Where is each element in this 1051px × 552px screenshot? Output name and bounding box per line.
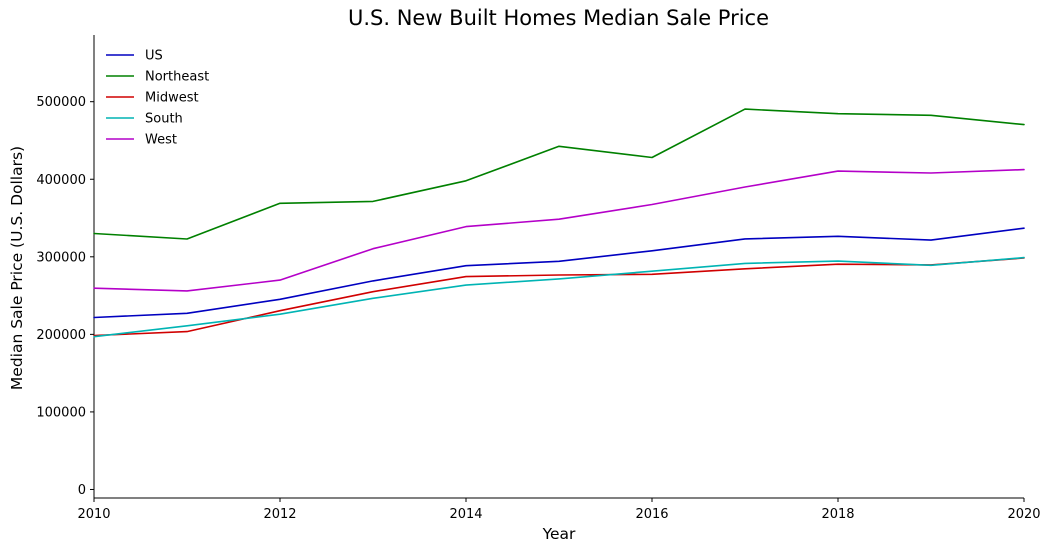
legend-label-midwest: Midwest [145,91,199,106]
y-tick-label: 300000 [36,250,86,265]
x-tick-label: 2020 [1007,507,1040,522]
series-line-midwest [93,257,1025,337]
x-axis-label: Year [542,525,576,543]
y-tick-label: 200000 [36,328,86,343]
x-tick-label: 2016 [635,507,668,522]
legend-label-south: South [145,112,183,127]
x-tick-label: 2018 [821,507,854,522]
series-line-northeast [93,108,1025,240]
y-tick-label: 400000 [36,173,86,188]
legend-label-west: West [145,133,177,148]
series-line-west [93,168,1025,292]
y-tick-label: 500000 [36,95,86,110]
axes: 2010 2012 2014 2016 2018 2020 0 100000 200000 300… [36,35,1041,522]
series-line-us [93,227,1025,319]
legend-label-us: US [145,49,163,64]
y-tick-label: 100000 [36,405,86,420]
x-tick-label: 2010 [77,507,110,522]
legend-label-northeast: Northeast [145,70,209,85]
x-tick-label: 2012 [263,507,296,522]
legend: US Northeast Midwest South West [106,49,209,148]
series-line-south [93,256,1025,338]
y-axis-label: Median Sale Price (U.S. Dollars) [8,146,26,390]
x-tick-label: 2014 [449,507,482,522]
y-tick-label: 0 [78,483,86,498]
chart-title: U.S. New Built Homes Median Sale Price [347,6,770,30]
series-lines [93,108,1025,338]
